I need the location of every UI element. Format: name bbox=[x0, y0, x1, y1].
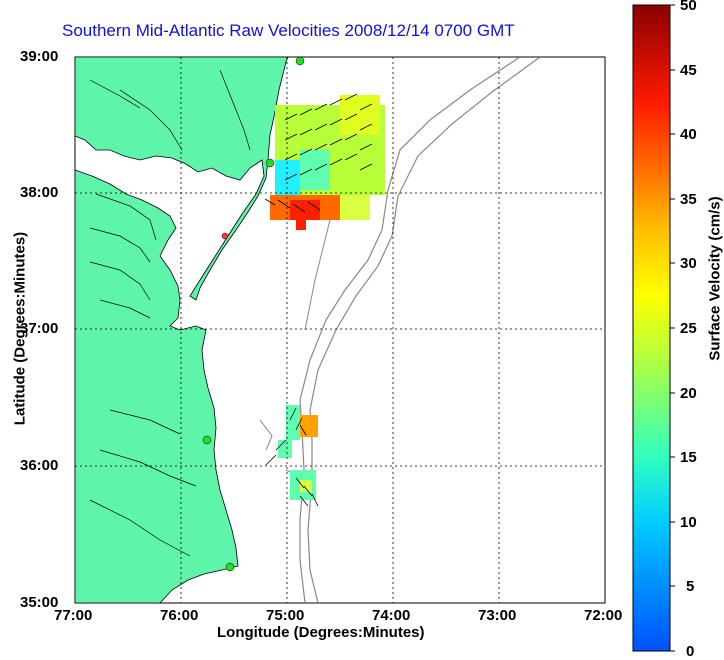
colorbar-tick: 40 bbox=[680, 126, 697, 143]
velocity-field-mid bbox=[278, 405, 318, 458]
colorbar-label: Surface Velocity (cm/s) bbox=[706, 196, 724, 361]
colorbar-tick: 35 bbox=[680, 191, 697, 208]
colorbar-tick: 5 bbox=[686, 578, 695, 595]
x-axis-label: Longitude (Degrees:Minutes) bbox=[217, 624, 425, 641]
colorbar-tick: 30 bbox=[680, 255, 697, 272]
colorbar-tick: 50 bbox=[680, 0, 697, 14]
x-tick: 74:00 bbox=[372, 607, 411, 624]
station-hatteras-marker bbox=[225, 562, 235, 572]
x-tick: 76:00 bbox=[160, 607, 199, 624]
colorbar-tick: 45 bbox=[680, 62, 697, 79]
y-tick: 38:00 bbox=[20, 184, 59, 201]
x-tick: 73:00 bbox=[478, 607, 517, 624]
station-north-marker bbox=[295, 57, 305, 66]
station-mid-marker bbox=[221, 232, 229, 240]
grid bbox=[75, 57, 605, 603]
y-tick: 36:00 bbox=[20, 457, 59, 474]
colorbar-tick: 15 bbox=[680, 449, 697, 466]
colorbar-tick: 0 bbox=[686, 643, 695, 660]
colorbar bbox=[632, 4, 671, 652]
map-title: Southern Mid-Atlantic Raw Velocities 200… bbox=[62, 21, 515, 40]
x-tick: 72:00 bbox=[584, 607, 623, 624]
station-cape-charles-marker bbox=[265, 158, 275, 168]
y-tick: 37:00 bbox=[20, 320, 59, 337]
x-tick: 77:00 bbox=[54, 607, 93, 624]
colorbar-tick: 10 bbox=[680, 514, 697, 531]
y-axis-label: Latitude (Degrees:Minutes) bbox=[11, 231, 29, 426]
velocity-arrows-mid bbox=[265, 407, 307, 466]
velocity-arrows-north bbox=[264, 93, 373, 213]
colorbar-tick: 20 bbox=[680, 385, 697, 402]
colorbar-tick: 25 bbox=[680, 320, 697, 337]
velocity-arrows-south bbox=[295, 477, 319, 507]
y-tick: 35:00 bbox=[20, 594, 59, 611]
station-hatteras-north-marker bbox=[202, 435, 212, 445]
y-tick: 39:00 bbox=[20, 48, 59, 65]
x-tick: 75:00 bbox=[266, 607, 305, 624]
